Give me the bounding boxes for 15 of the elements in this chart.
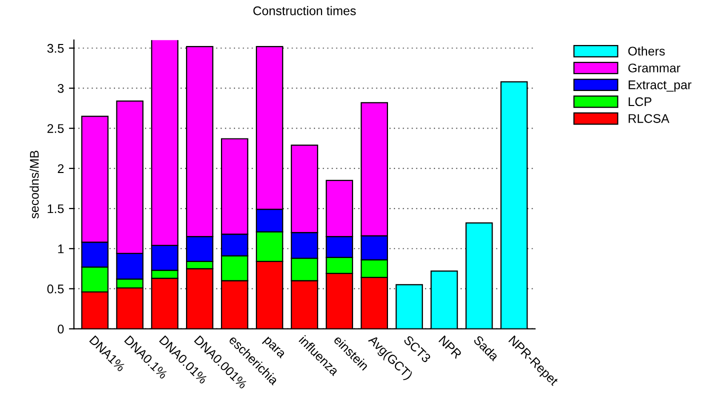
legend-label: Extract_par — [628, 80, 692, 92]
y-tick-label: 3 — [58, 84, 64, 93]
y-tick-label: 2.5 — [47, 124, 64, 133]
y-tick-label: 0 — [58, 324, 64, 334]
y-tick-label: 2 — [58, 164, 64, 173]
y-axis-title: secodns/MB — [30, 150, 39, 218]
legend-label: RLCSA — [628, 114, 670, 123]
y-tick-label: 0.5 — [47, 284, 64, 294]
y-tick-label: 3.5 — [47, 44, 64, 53]
y-tick-label: 1 — [58, 244, 64, 254]
legend-label: LCP — [628, 97, 652, 106]
chart-title: Construction times — [253, 6, 356, 16]
legend-label: Grammar — [628, 64, 680, 72]
legend-label: Others — [628, 46, 665, 56]
y-tick-label: 1.5 — [48, 204, 64, 214]
